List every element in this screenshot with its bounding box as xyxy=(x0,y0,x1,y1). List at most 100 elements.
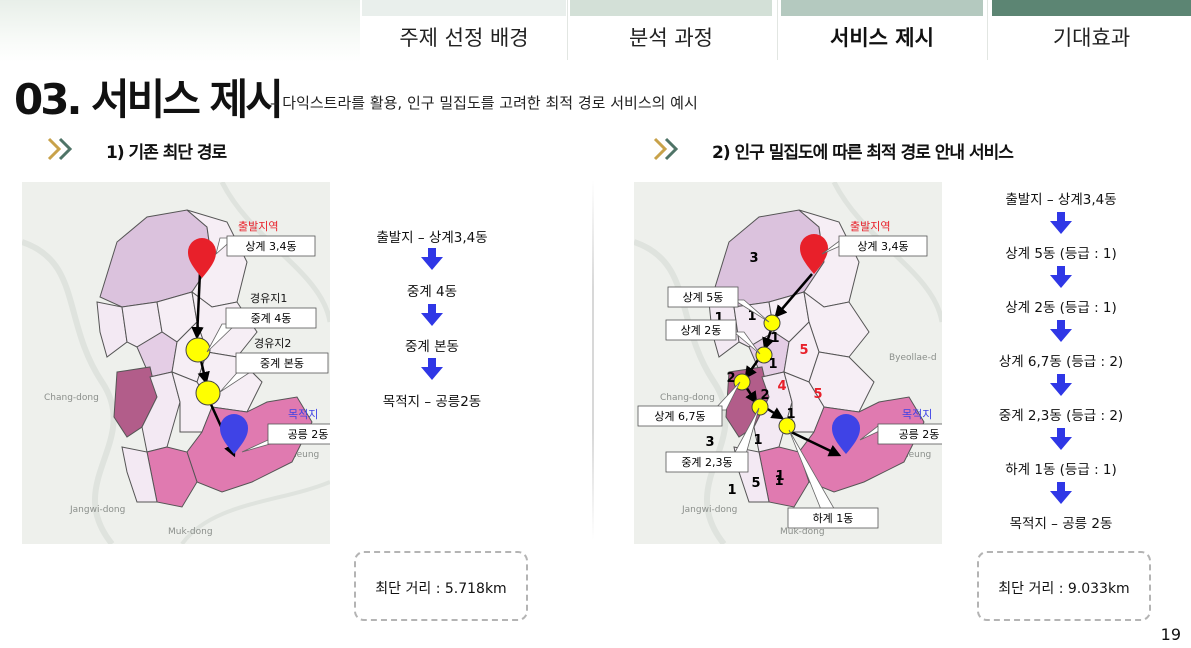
tab-color-bar xyxy=(781,0,983,16)
destination-caption: 목적지 xyxy=(288,408,318,421)
start-label-box xyxy=(226,235,316,257)
map-bg-label: Jangwi-dong xyxy=(681,505,737,515)
arrow-down-icon xyxy=(1050,374,1072,396)
destination-name: 공릉 2동 xyxy=(288,428,329,441)
flow-step: 상계 5동 (등급 : 1) xyxy=(1005,246,1117,262)
route-label: 중계 2,3동 xyxy=(681,456,732,469)
waypoint-marker xyxy=(185,337,211,363)
grade-number: 5 xyxy=(799,343,808,358)
flow-step: 상계 6,7동 (등급 : 2) xyxy=(998,354,1124,370)
destination-label-box xyxy=(877,423,942,445)
grade-number: 5 xyxy=(751,476,760,491)
map-bg-label: Jangwi-dong xyxy=(69,505,125,515)
grade-number: 1 xyxy=(775,469,784,484)
arrow-down-icon xyxy=(1050,482,1072,504)
destination-pin-icon xyxy=(832,414,860,454)
tab-label: 분석 과정 xyxy=(629,26,713,50)
arrow-down-icon xyxy=(421,304,443,326)
page-title: 03. 서비스 제시 xyxy=(14,75,284,124)
start-name: 상계 3,4동 xyxy=(857,240,908,253)
map-bg-label: Muk-dong xyxy=(780,527,825,537)
grade-number: 4 xyxy=(777,379,786,394)
route-map-existing: Chang-dong Sanggye-dong Gongneung Jangwi… xyxy=(22,182,330,544)
start-label-box xyxy=(838,235,928,257)
destination-caption: 목적지 xyxy=(902,408,932,421)
arrow-down-icon xyxy=(421,358,443,380)
map-bg-label: Muk-dong xyxy=(168,527,213,537)
flow-step: 목적지 – 공릉2동 xyxy=(382,394,482,410)
waypoint2-caption: 경유지2 xyxy=(254,337,291,350)
waypoint1-name: 중계 4동 xyxy=(251,312,292,325)
route-label: 상계 6,7동 xyxy=(654,410,705,423)
map-bg-label: Chang-dong xyxy=(44,393,99,403)
flow-step: 중계 본동 xyxy=(405,339,459,355)
grade-number: 1 xyxy=(727,483,736,498)
tab-label: 서비스 제시 xyxy=(830,26,934,50)
grade-number: 1 xyxy=(753,433,762,448)
route-label-box xyxy=(667,286,739,308)
grade-number: 1 xyxy=(770,331,779,346)
tab-expected-effects[interactable]: 기대효과 xyxy=(992,0,1191,60)
flow-step: 출발지 – 상계3,4동 xyxy=(376,230,488,246)
start-pin-icon xyxy=(188,238,216,278)
tab-service-proposal[interactable]: 서비스 제시 xyxy=(781,0,983,60)
flow-step: 하계 1동 (등급 : 1) xyxy=(1005,462,1117,478)
section-title-existing-route: 1) 기존 최단 경로 xyxy=(106,143,227,163)
arrow-down-icon xyxy=(1050,266,1072,288)
callout-pointers xyxy=(713,238,891,513)
map-bg-label: Byeollae-d xyxy=(889,353,937,363)
waypoint1-caption: 경유지1 xyxy=(250,292,287,305)
waypoint-marker xyxy=(751,398,769,416)
tab-topic-background[interactable]: 주제 선정 배경 xyxy=(362,0,566,60)
grade-number: 1 xyxy=(786,407,795,422)
grade-number: 3 xyxy=(749,251,758,266)
start-pin-icon xyxy=(800,234,828,274)
arrow-down-icon xyxy=(421,248,443,270)
tab-color-bar xyxy=(992,0,1191,16)
grade-number: 5 xyxy=(813,387,822,402)
tab-color-bar xyxy=(570,0,772,16)
page-subtitle: – 다익스트라를 활용, 인구 밀집도를 고려한 최적 경로 서비스의 예시 xyxy=(270,94,698,112)
route-label-box xyxy=(787,507,879,529)
route-label: 상계 2동 xyxy=(681,324,722,337)
route-label-box xyxy=(637,405,723,427)
arrow-down-icon xyxy=(1050,212,1072,234)
grade-number: 1 xyxy=(774,474,783,489)
arrow-down-icon xyxy=(1050,320,1072,342)
route-arrows xyxy=(744,273,842,457)
distance-text: 최단 거리 : 9.033km xyxy=(998,581,1130,597)
flow-step: 중계 4동 xyxy=(406,284,458,300)
waypoint1-label-box xyxy=(225,307,317,329)
arrow-down-icon xyxy=(1050,428,1072,450)
route-label-box xyxy=(665,451,749,473)
waypoint-marker xyxy=(778,417,796,435)
grade-number: 1 xyxy=(747,309,756,324)
map-bg-label: Chang-dong xyxy=(660,393,715,403)
page-number: 19 xyxy=(1160,625,1181,644)
destination-pin-icon xyxy=(220,414,248,454)
start-caption: 출발지역 xyxy=(238,220,278,233)
double-chevron-icon xyxy=(653,137,679,161)
tab-divider xyxy=(567,0,568,60)
grade-number: 3 xyxy=(705,435,714,450)
flow-step: 중계 2,3동 (등급 : 2) xyxy=(998,408,1124,424)
district-polygons xyxy=(708,209,925,508)
tab-label: 주제 선정 배경 xyxy=(399,26,529,50)
flow-step: 출발지 – 상계3,4동 xyxy=(1005,192,1117,208)
route-label: 상계 5동 xyxy=(683,291,724,304)
waypoint2-label-box xyxy=(235,352,329,374)
tab-analysis-process[interactable]: 분석 과정 xyxy=(570,0,772,60)
double-chevron-icon xyxy=(47,137,73,161)
section-divider xyxy=(592,180,594,540)
route-label-box xyxy=(665,319,737,341)
waypoint-marker xyxy=(763,314,781,332)
grade-number: 2 xyxy=(726,371,735,386)
destination-name: 공릉 2동 xyxy=(899,428,940,441)
waypoint2-name: 중계 본동 xyxy=(260,357,304,370)
distance-text: 최단 거리 : 5.718km xyxy=(375,581,507,597)
tab-label: 기대효과 xyxy=(1052,26,1131,50)
start-name: 상계 3,4동 xyxy=(245,240,296,253)
flow-step: 상계 2동 (등급 : 1) xyxy=(1005,300,1117,316)
distance-box-optimal: 최단 거리 : 9.033km xyxy=(977,551,1151,621)
waypoint-marker xyxy=(755,346,773,364)
